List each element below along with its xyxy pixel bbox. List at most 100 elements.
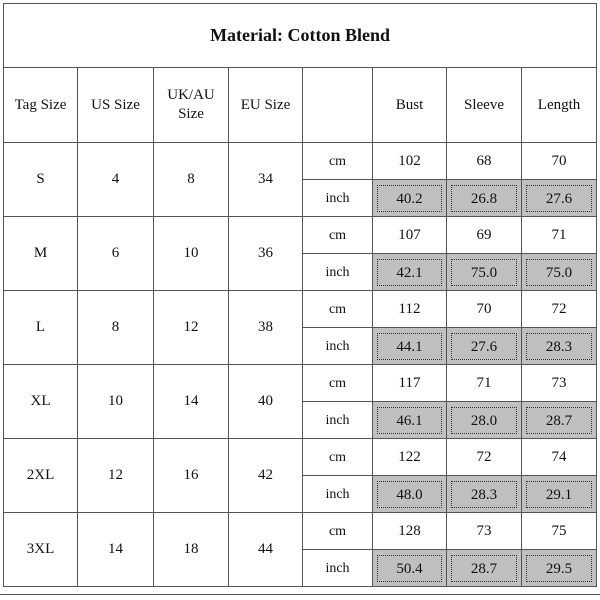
unit-cm-label: cm xyxy=(302,216,373,254)
sleeve-cm-cell: 71 xyxy=(446,364,522,402)
header-row: Tag Size US Size UK/AU Size EU Size Bust… xyxy=(3,67,598,143)
tag-size-cell: L xyxy=(3,290,78,365)
unit-inch-label: inch xyxy=(302,401,373,439)
eu-size-cell: 44 xyxy=(228,512,303,587)
sleeve-cm-cell: 68 xyxy=(446,142,522,180)
eu-size-cell: 42 xyxy=(228,438,303,513)
sleeve-cm-cell: 72 xyxy=(446,438,522,476)
table-row: 2XL 12 16 42 cm 122 72 74 xyxy=(3,438,598,513)
us-size-cell: 6 xyxy=(77,216,154,291)
tag-size-cell: M xyxy=(3,216,78,291)
unit-cm-label: cm xyxy=(302,290,373,328)
ukau-size-cell: 8 xyxy=(153,142,229,217)
unit-inch-label: inch xyxy=(302,327,373,365)
length-inch-value: 28.3 xyxy=(526,332,593,360)
ukau-size-cell: 10 xyxy=(153,216,229,291)
sleeve-inch-cell: 27.6 xyxy=(446,327,522,365)
unit-cm-label: cm xyxy=(302,142,373,180)
table-row: inch 44.1 27.6 28.3 xyxy=(4,327,598,365)
length-cm-cell: 71 xyxy=(520,216,598,254)
sleeve-cm-cell: 73 xyxy=(446,512,522,550)
ukau-size-cell: 14 xyxy=(153,364,229,439)
unit-inch-label: inch xyxy=(302,179,373,217)
bust-inch-value: 46.1 xyxy=(377,406,442,434)
bottom-border-line xyxy=(0,594,600,595)
bust-inch-value: 50.4 xyxy=(377,554,442,582)
header-tag-size: Tag Size xyxy=(3,67,78,143)
table-row: XL 10 14 40 cm 117 71 73 xyxy=(3,364,598,439)
eu-size-cell: 36 xyxy=(228,216,303,291)
sleeve-inch-value: 26.8 xyxy=(451,184,517,212)
sleeve-inch-value: 28.7 xyxy=(451,554,517,582)
bust-cm-cell: 117 xyxy=(372,364,447,402)
us-size-cell: 4 xyxy=(77,142,154,217)
bust-cm-cell: 122 xyxy=(372,438,447,476)
length-cm-cell: 73 xyxy=(520,364,598,402)
table-row: inch 50.4 28.7 29.5 xyxy=(4,549,598,587)
unit-cm-label: cm xyxy=(302,438,373,476)
table-row: S 4 8 34 cm 102 68 70 xyxy=(3,142,598,217)
sleeve-cm-cell: 70 xyxy=(446,290,522,328)
unit-inch-label: inch xyxy=(302,253,373,291)
us-size-cell: 8 xyxy=(77,290,154,365)
bust-inch-cell: 50.4 xyxy=(372,549,447,587)
header-sleeve: Sleeve xyxy=(446,67,522,143)
sleeve-inch-cell: 75.0 xyxy=(446,253,522,291)
table-title: Material: Cotton Blend xyxy=(2,3,598,68)
bust-inch-value: 42.1 xyxy=(377,258,442,286)
sleeve-inch-value: 27.6 xyxy=(451,332,517,360)
unit-cm-label: cm xyxy=(302,364,373,402)
eu-size-cell: 40 xyxy=(228,364,303,439)
length-cm-cell: 75 xyxy=(520,512,598,550)
bust-cm-cell: 112 xyxy=(372,290,447,328)
sleeve-inch-value: 28.3 xyxy=(451,480,517,508)
bust-cm-cell: 128 xyxy=(372,512,447,550)
table-row: inch 48.0 28.3 29.1 xyxy=(4,475,598,513)
length-cm-cell: 74 xyxy=(520,438,598,476)
length-inch-cell: 27.6 xyxy=(520,179,598,217)
unit-cm-label: cm xyxy=(302,512,373,550)
eu-size-cell: 34 xyxy=(228,142,303,217)
header-us-size: US Size xyxy=(77,67,154,143)
bust-inch-cell: 48.0 xyxy=(372,475,447,513)
length-inch-cell: 29.1 xyxy=(520,475,598,513)
sleeve-inch-value: 75.0 xyxy=(451,258,517,286)
unit-inch-label: inch xyxy=(302,549,373,587)
tag-size-cell: 3XL xyxy=(3,512,78,587)
length-inch-value: 75.0 xyxy=(526,258,593,286)
table-row: L 8 12 38 cm 112 70 72 xyxy=(3,290,598,365)
length-inch-cell: 28.3 xyxy=(520,327,598,365)
bust-inch-cell: 40.2 xyxy=(372,179,447,217)
sleeve-inch-cell: 28.3 xyxy=(446,475,522,513)
tag-size-cell: XL xyxy=(3,364,78,439)
tag-size-cell: 2XL xyxy=(3,438,78,513)
length-inch-cell: 29.5 xyxy=(520,549,598,587)
table-row: inch 40.2 26.8 27.6 xyxy=(4,179,598,217)
ukau-size-cell: 18 xyxy=(153,512,229,587)
length-inch-cell: 28.7 xyxy=(520,401,598,439)
length-cm-cell: 72 xyxy=(520,290,598,328)
header-eu-size: EU Size xyxy=(228,67,303,143)
sleeve-inch-cell: 26.8 xyxy=(446,179,522,217)
sleeve-inch-value: 28.0 xyxy=(451,406,517,434)
sleeve-inch-cell: 28.7 xyxy=(446,549,522,587)
table-row: 3XL 14 18 44 cm 128 73 75 xyxy=(3,512,598,587)
length-inch-value: 28.7 xyxy=(526,406,593,434)
bust-inch-cell: 42.1 xyxy=(372,253,447,291)
header-bust: Bust xyxy=(372,67,447,143)
bust-inch-cell: 46.1 xyxy=(372,401,447,439)
us-size-cell: 14 xyxy=(77,512,154,587)
header-unit xyxy=(302,67,373,143)
bust-inch-cell: 44.1 xyxy=(372,327,447,365)
sleeve-cm-cell: 69 xyxy=(446,216,522,254)
table-row: inch 46.1 28.0 28.7 xyxy=(4,401,598,439)
ukau-size-cell: 16 xyxy=(153,438,229,513)
ukau-size-cell: 12 xyxy=(153,290,229,365)
eu-size-cell: 38 xyxy=(228,290,303,365)
bust-cm-cell: 107 xyxy=(372,216,447,254)
size-chart-table: Material: Cotton Blend Tag Size US Size … xyxy=(2,3,598,587)
length-inch-value: 29.5 xyxy=(526,554,593,582)
length-inch-value: 27.6 xyxy=(526,184,593,212)
us-size-cell: 10 xyxy=(77,364,154,439)
length-inch-cell: 75.0 xyxy=(520,253,598,291)
